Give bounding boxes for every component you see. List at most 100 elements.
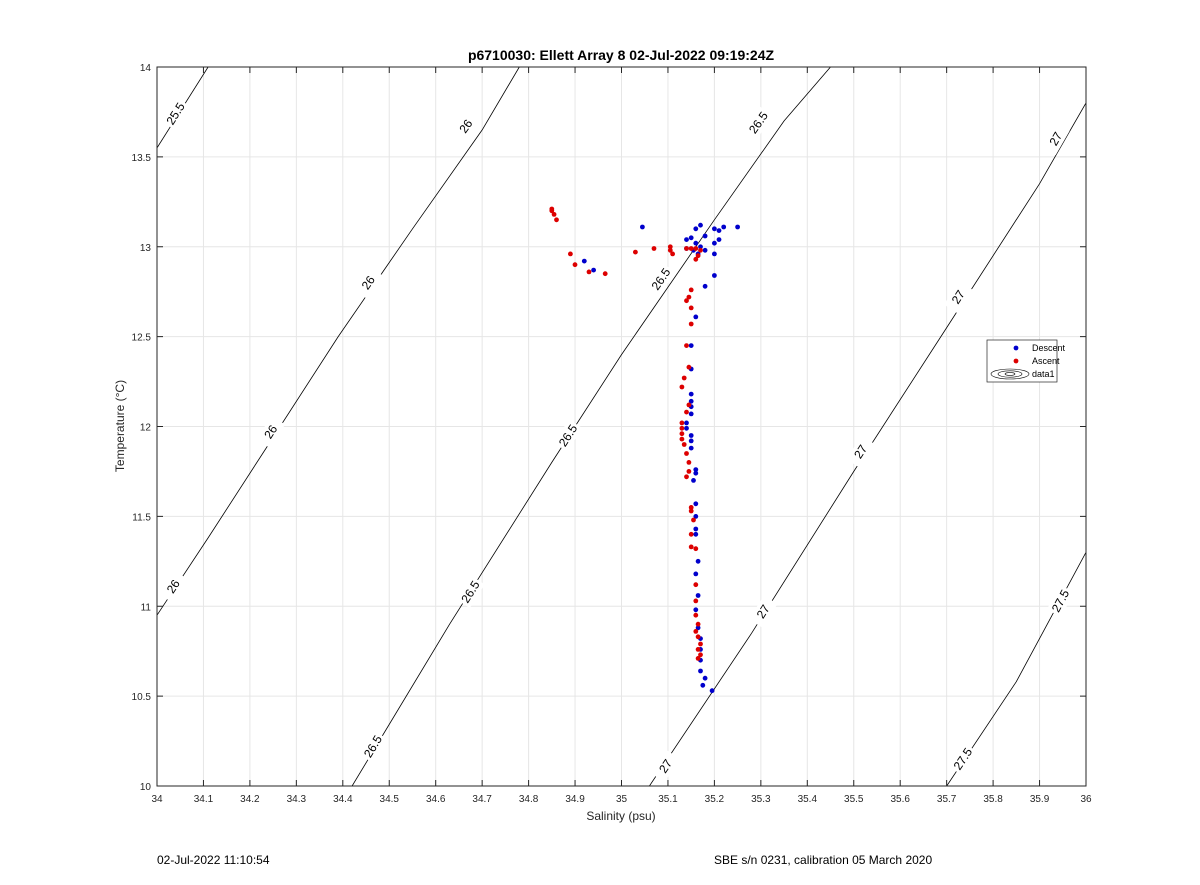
contour-label-group: 27: [943, 280, 973, 314]
descent-point: [716, 228, 722, 234]
ascent-point: [684, 343, 689, 348]
series-ascent: [549, 206, 703, 661]
descent-point: [709, 688, 715, 694]
descent-point: [688, 391, 694, 397]
contour-label-group: 26: [353, 266, 383, 299]
contour-label-bg: [743, 106, 774, 139]
contour-label-bg: [1041, 122, 1070, 156]
y-tick-label: 11: [141, 602, 152, 613]
x-tick-label: 34.4: [333, 794, 353, 805]
descent-point: [688, 398, 694, 404]
descent-point: [712, 226, 717, 232]
ascent-point: [684, 246, 689, 251]
contour-label-group: 27: [748, 595, 778, 628]
y-tick-label: 10.5: [132, 692, 152, 703]
ascent-point: [688, 246, 694, 251]
contour-label-bg: [1046, 584, 1075, 618]
ascent-point: [670, 251, 675, 257]
ascent-point: [695, 634, 701, 640]
ascent-point: [686, 364, 692, 370]
descent-point: [693, 470, 699, 476]
x-tick-label: 35: [616, 794, 628, 805]
descent-point: [693, 467, 699, 472]
ascent-point: [568, 251, 573, 257]
legend-descent-label: Descent: [1032, 343, 1066, 353]
x-tick-label: 35.7: [937, 794, 957, 805]
x-tick-label: 35.6: [890, 794, 910, 805]
ascent-point: [695, 253, 701, 259]
descent-point: [698, 222, 703, 228]
legend-data1-label: data1: [1032, 369, 1055, 379]
ascent-point: [693, 598, 699, 604]
contour-line-26.5: [351, 67, 831, 786]
descent-point: [581, 258, 587, 264]
contour-label-bg: [943, 280, 973, 314]
ascent-point: [684, 409, 689, 415]
y-axis-label: Temperature (°C): [113, 380, 127, 472]
grid: [156, 66, 1087, 787]
descent-point: [693, 501, 699, 507]
ascent-point: [698, 247, 703, 253]
ascent-point: [686, 294, 692, 300]
descent-point: [693, 571, 699, 577]
ascent-point: [681, 375, 687, 381]
ascent-point: [679, 436, 685, 442]
legend-ascent-label: Ascent: [1032, 356, 1060, 366]
contour-label-group: 26.5: [743, 106, 774, 139]
descent-point: [693, 526, 699, 532]
ascent-point: [691, 517, 696, 523]
x-tick-label: 34.3: [287, 794, 307, 805]
contour-label-bg: [353, 266, 383, 299]
descent-point: [684, 420, 689, 426]
ascent-point: [686, 469, 692, 474]
y-tick-label: 13: [140, 243, 152, 254]
descent-point: [688, 433, 694, 438]
ascent-point: [695, 621, 701, 627]
descent-point: [640, 224, 645, 230]
x-tick-label: 35.8: [983, 794, 1003, 805]
x-tick-label: 35.5: [844, 794, 864, 805]
descent-point: [691, 478, 696, 483]
contour-label-group: 27: [651, 750, 681, 783]
x-tick-label: 34.7: [472, 794, 492, 805]
ascent-point: [554, 217, 559, 223]
x-tick-label: 34: [151, 794, 163, 805]
ascent-point: [693, 246, 699, 251]
y-tick-label: 14: [140, 63, 152, 74]
ascent-point: [693, 546, 699, 552]
y-tick-label: 10: [140, 782, 152, 793]
descent-point: [716, 237, 722, 243]
contour-label-bg: [158, 570, 188, 603]
ascent-point: [693, 612, 699, 618]
descent-point: [702, 675, 708, 681]
x-tick-label: 35.1: [658, 794, 678, 805]
descent-point: [693, 240, 699, 246]
descent-point: [702, 247, 708, 253]
descent-point: [688, 343, 694, 348]
ascent-point: [602, 271, 608, 277]
contour-label-group: 26: [451, 110, 481, 143]
ascent-point: [684, 474, 689, 480]
ascent-point: [684, 298, 689, 304]
descent-point: [721, 224, 727, 230]
descent-point: [688, 235, 694, 241]
ascent-point: [667, 244, 673, 250]
ascent-point: [688, 544, 694, 550]
ascent-point: [688, 287, 694, 293]
ascent-point: [679, 431, 685, 437]
ascent-point: [549, 208, 555, 214]
descent-point: [693, 226, 699, 232]
descent-point: [712, 273, 717, 278]
contour-label-bg: [451, 110, 481, 143]
chart-title: p6710030: Ellett Array 8 02-Jul-2022 09:…: [468, 47, 775, 63]
x-tick-label: 35.9: [1030, 794, 1050, 805]
ascent-point: [688, 531, 694, 537]
ascent-point: [679, 384, 685, 390]
descent-point: [688, 411, 694, 417]
ascent-point: [688, 305, 694, 311]
descent-point: [693, 607, 699, 613]
axis-ticks: 34 34.1 34.2 34.3 34.4 34.5 34.6 34.7 34.8 34.9 35…: [132, 63, 1092, 805]
ascent-point: [695, 647, 701, 652]
contour-label-group: 26: [158, 570, 188, 603]
